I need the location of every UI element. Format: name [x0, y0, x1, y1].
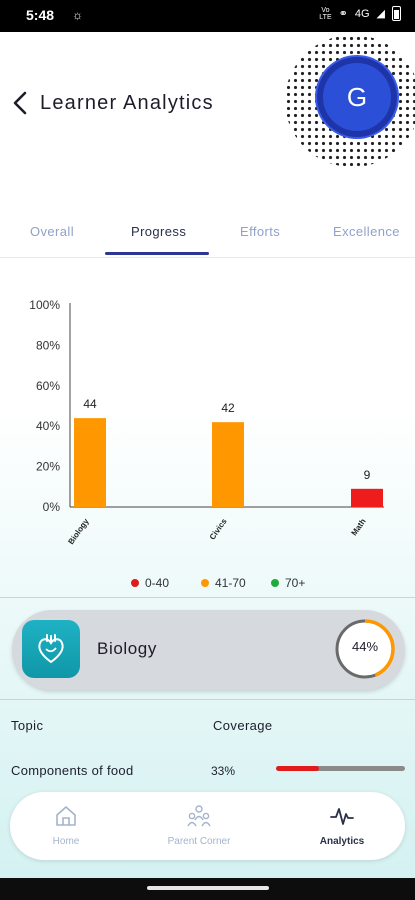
- data-label: 9: [364, 468, 371, 482]
- subject-percent: 44%: [351, 639, 379, 654]
- x-tick-label: Civics: [208, 517, 229, 542]
- parent-corner-icon: [187, 805, 211, 827]
- data-label: 44: [83, 397, 97, 411]
- tab-active-indicator: [105, 252, 209, 255]
- coverage-bar: [276, 766, 405, 771]
- legend-label: 0-40: [145, 576, 170, 590]
- tab-overall[interactable]: Overall: [30, 224, 74, 239]
- data-label: 42: [221, 401, 235, 415]
- bar-chart: 0% 20% 40% 60% 80% 100% 44 Biology 42 Civics 9 Math: [29, 298, 384, 547]
- tab-efforts[interactable]: Efforts: [240, 224, 281, 239]
- legend-dot-green-icon: [271, 579, 279, 587]
- legend-item: 70+: [271, 576, 305, 590]
- y-tick-label: 60%: [36, 379, 60, 393]
- nav-analytics[interactable]: Analytics: [282, 792, 402, 860]
- bottom-nav: Home Parent Corner Analytics: [10, 792, 405, 860]
- back-icon[interactable]: [10, 90, 32, 116]
- topic-coverage-value: 33%: [211, 764, 236, 778]
- status-bar: 5:48 ☼ Vo LTE ⚭ 4G ◢: [0, 0, 415, 32]
- subject-card[interactable]: Biology 44%: [12, 610, 405, 690]
- status-time: 5:48: [26, 7, 55, 23]
- legend-dot-red-icon: [131, 579, 139, 587]
- nav-parent-corner[interactable]: Parent Corner: [139, 792, 259, 860]
- coverage-header: Coverage: [213, 718, 273, 733]
- legend-label: 41-70: [215, 576, 246, 590]
- nav-label: Parent Corner: [167, 836, 231, 847]
- signal-icon: ◢: [376, 8, 385, 20]
- legend-item: 0-40: [131, 576, 169, 590]
- coverage-bar-fill: [276, 766, 319, 771]
- notification-icon: ☼: [72, 8, 83, 22]
- gesture-bar: [0, 878, 415, 900]
- gesture-handle[interactable]: [147, 886, 269, 890]
- tab-excellence[interactable]: Excellence: [333, 224, 400, 239]
- page-title: Learner Analytics: [40, 92, 214, 114]
- legend-item: 41-70: [201, 576, 246, 590]
- y-tick-label: 40%: [36, 419, 60, 433]
- nav-label: Analytics: [319, 836, 365, 847]
- battery-icon: [392, 6, 401, 21]
- tab-progress[interactable]: Progress: [131, 224, 187, 239]
- legend-label: 70+: [285, 576, 306, 590]
- percent-ring: [335, 619, 395, 679]
- y-tick-label: 0%: [43, 500, 61, 514]
- content: 0% 20% 40% 60% 80% 100% 44 Biology 42 Civics 9 Math…: [0, 258, 415, 878]
- home-icon: [56, 806, 76, 826]
- ring-progress: [335, 619, 395, 679]
- volte-icon: Vo LTE: [319, 6, 332, 21]
- topic-name: Components of food: [11, 763, 134, 778]
- heart-organ-icon: [22, 620, 80, 678]
- chart-legend: 0-40 41-70 70+: [0, 576, 415, 596]
- avatar[interactable]: G: [317, 57, 397, 137]
- bar: [212, 422, 244, 507]
- hotspot-icon: ⚭: [338, 8, 348, 20]
- y-tick-label: 80%: [36, 338, 60, 352]
- y-tick-label: 100%: [29, 298, 60, 312]
- topic-header: Topic: [11, 718, 44, 733]
- subject-name: Biology: [97, 639, 157, 658]
- bar: [74, 418, 106, 507]
- legend-dot-orange-icon: [201, 579, 209, 587]
- header: Learner Analytics G: [0, 32, 415, 210]
- analytics-icon: [330, 808, 354, 825]
- bar: [351, 488, 383, 507]
- y-tick-label: 20%: [36, 460, 60, 474]
- network-type: 4G: [354, 7, 370, 20]
- x-tick-label: Math: [350, 517, 368, 538]
- nav-label: Home: [52, 836, 80, 847]
- nav-home[interactable]: Home: [6, 792, 126, 860]
- tab-bar: Overall Progress Efforts Excellence: [0, 210, 415, 258]
- x-tick-label: Biology: [66, 517, 91, 547]
